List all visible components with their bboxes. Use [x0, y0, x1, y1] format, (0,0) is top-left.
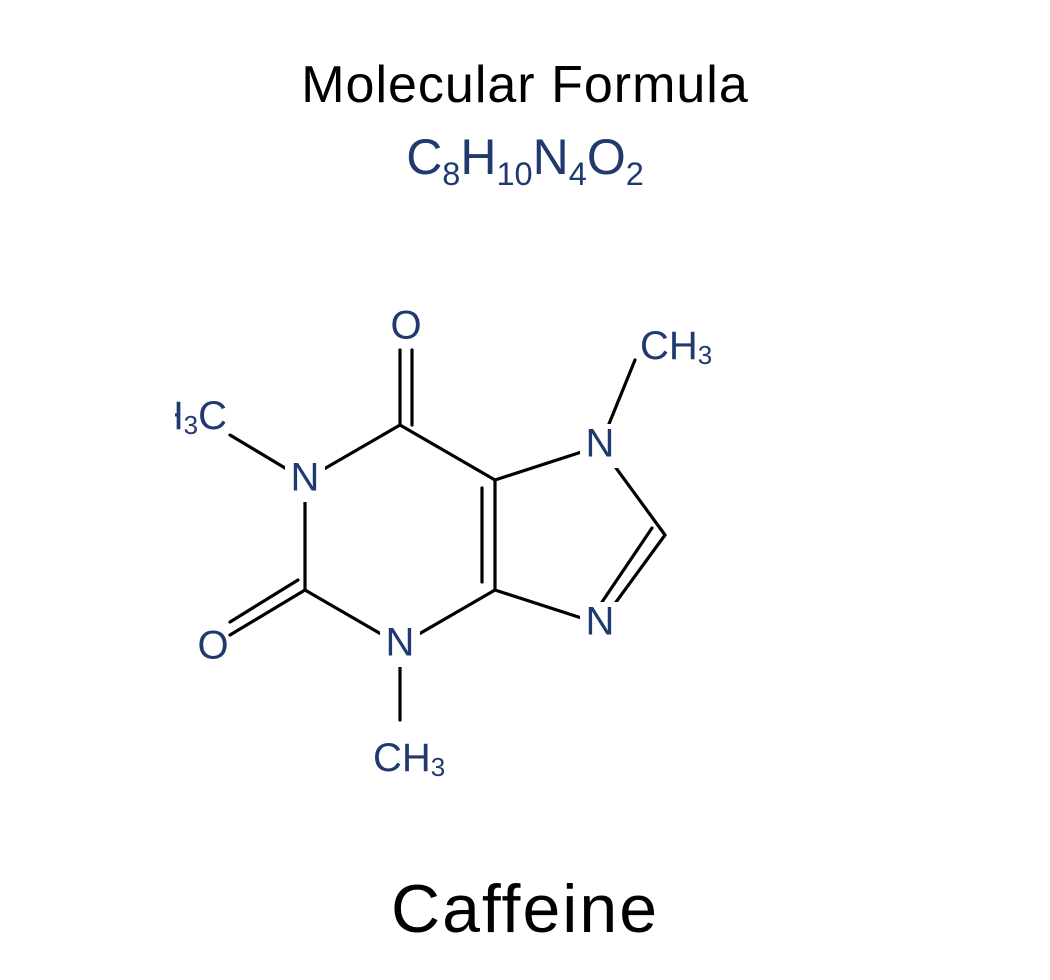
o-top-label: O: [390, 304, 421, 348]
n9-label: N: [586, 600, 615, 644]
compound-name: Caffeine: [0, 870, 1050, 948]
o-left-label: O: [197, 624, 228, 668]
formula-element: N: [533, 129, 569, 185]
formula-subscript: 2: [626, 156, 644, 192]
formula-element: O: [587, 129, 626, 185]
ch3-n3-label: CH3: [373, 736, 445, 782]
title-text: Molecular Formula: [0, 55, 1050, 115]
bond-line: [400, 425, 495, 480]
ch3-n1-label: H3C: [175, 394, 227, 440]
formula-subscript: 8: [442, 156, 460, 192]
formula-subscript: 10: [496, 156, 532, 192]
n3-label: N: [386, 621, 415, 665]
formula-element: C: [406, 129, 442, 185]
n7-label: N: [586, 422, 615, 466]
formula-subscript: 4: [569, 156, 587, 192]
bond-line: [230, 590, 305, 635]
ch3-n7-label: CH3: [640, 324, 712, 370]
caffeine-structure-diagram: N N N N O O H3C CH3 CH3: [175, 250, 875, 810]
n1-label: N: [291, 456, 320, 500]
molecular-formula: C8H10N4O2: [0, 128, 1050, 186]
bond-line: [600, 528, 652, 605]
formula-element: H: [460, 129, 496, 185]
